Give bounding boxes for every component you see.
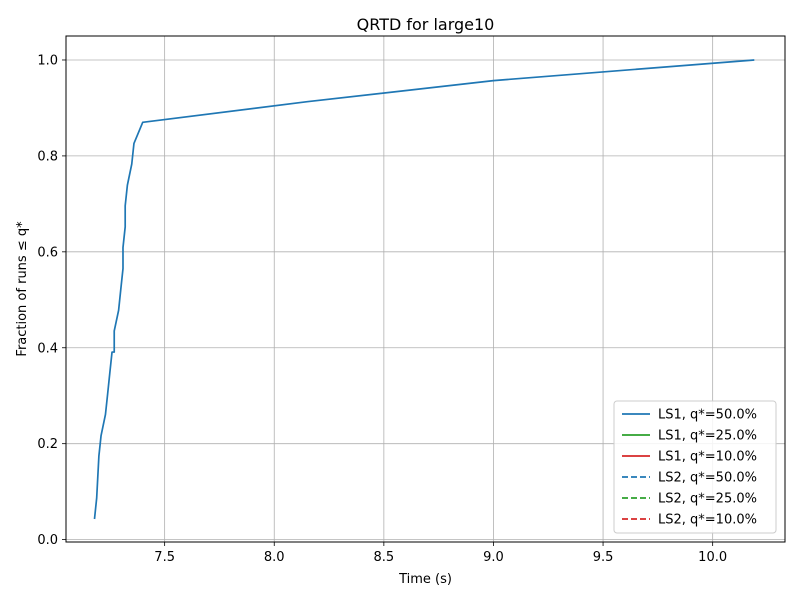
series-lines xyxy=(93,59,755,520)
x-axis-label: Time (s) xyxy=(398,572,452,587)
legend-label: LS2, q*=25.0% xyxy=(658,492,757,507)
x-tick-label: 7.5 xyxy=(154,550,175,565)
y-tick-label: 0.4 xyxy=(37,341,58,356)
legend-label: LS1, q*=50.0% xyxy=(658,408,757,423)
series-line xyxy=(93,59,755,520)
legend-label: LS1, q*=25.0% xyxy=(658,429,757,444)
legend-label: LS2, q*=10.0% xyxy=(658,513,757,528)
y-axis-label: Fraction of runs ≤ q* xyxy=(15,221,30,357)
plot-frame xyxy=(65,35,786,543)
y-tick-label: 0.8 xyxy=(37,149,58,164)
legend-label: LS2, q*=50.0% xyxy=(658,471,757,486)
y-tick-label: 0.0 xyxy=(37,533,58,548)
x-tick-label: 10.0 xyxy=(698,550,727,565)
grid-lines xyxy=(66,36,785,542)
y-tick-label: 0.2 xyxy=(37,437,58,452)
x-tick-label: 8.5 xyxy=(374,550,395,565)
legend-box xyxy=(613,400,777,534)
chart-title: QRTD for large10 xyxy=(357,15,495,34)
y-tick-label: 0.6 xyxy=(37,245,58,260)
y-tick-label: 1.0 xyxy=(37,53,58,68)
legend: LS1, q*=50.0% LS1, q*=25.0% LS1, q*=10.0% L… xyxy=(613,400,777,534)
x-tick-label: 9.5 xyxy=(593,550,614,565)
x-tick-label: 9.0 xyxy=(483,550,504,565)
axis-ticks: 7.5 8.0 8.5 9.0 9.5 10.0 0.0 0.2 0.4 0.6 0.8 1.0 xyxy=(37,53,727,565)
legend-label: LS1, q*=10.0% xyxy=(658,450,757,465)
x-tick-label: 8.0 xyxy=(264,550,285,565)
